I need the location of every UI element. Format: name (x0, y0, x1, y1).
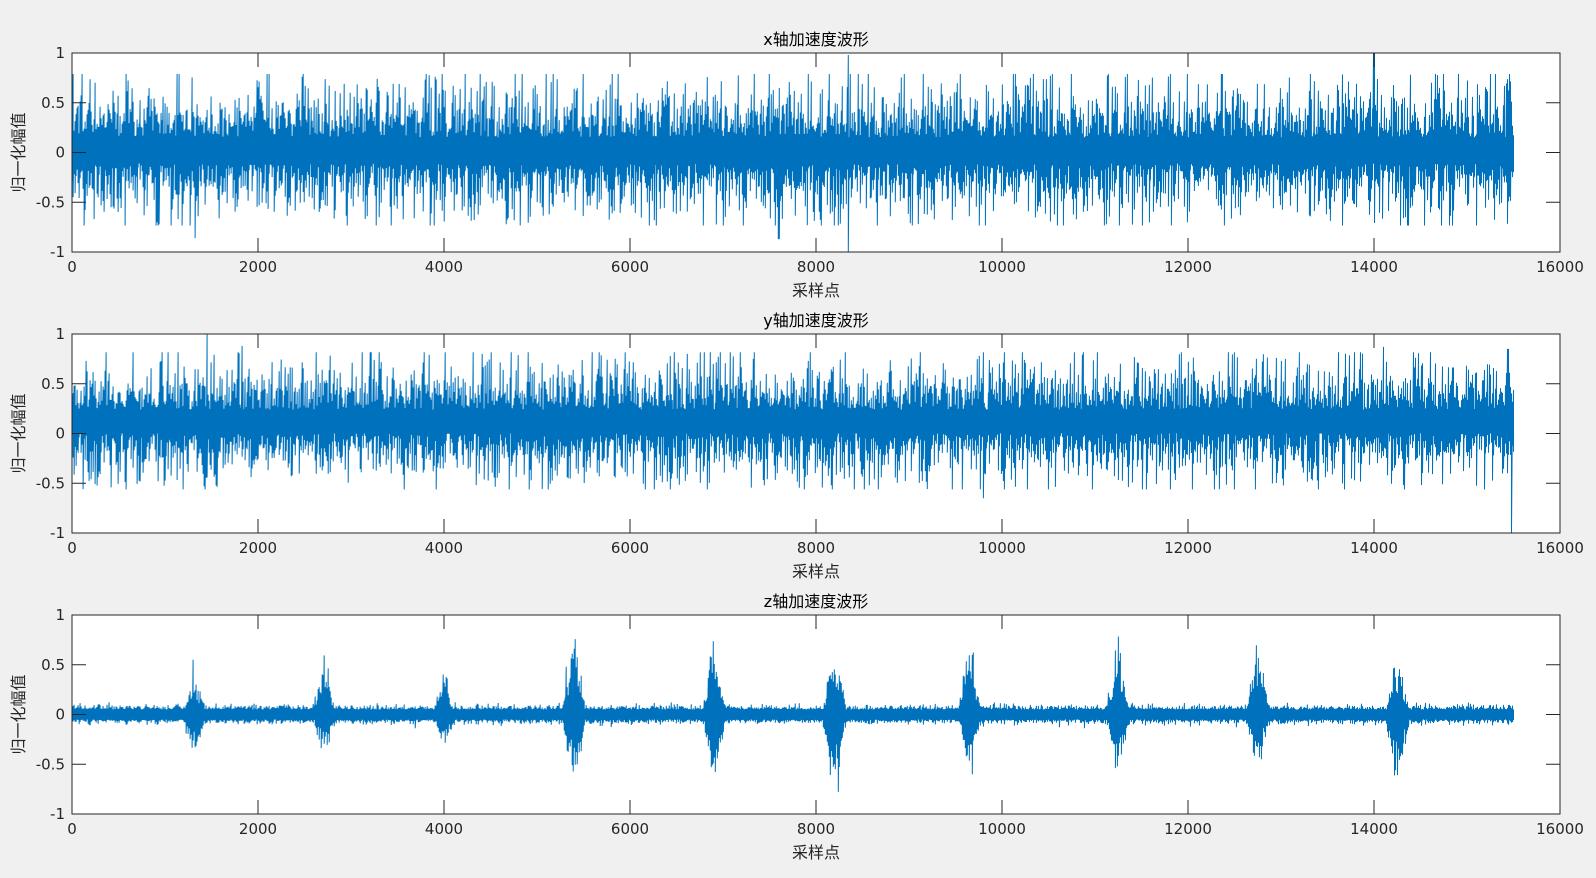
x-tick-label: 4000 (425, 258, 463, 276)
x-tick-label: 4000 (425, 820, 463, 838)
y-tick-label: 0.5 (41, 375, 65, 393)
y-tick-label: -1 (50, 524, 65, 542)
subplot-1: 0 2000 4000 6000 8000 10000 12000 14000 16000 -1 -… (9, 30, 1584, 300)
series-line (71, 636, 1514, 792)
y-tick-label: -0.5 (36, 474, 65, 492)
x-tick-label: 2000 (239, 539, 277, 557)
series-line (71, 333, 1514, 534)
x-tick-label: 0 (67, 258, 77, 276)
x-tick-label: 6000 (611, 258, 649, 276)
x-tick-label: 14000 (1350, 820, 1398, 838)
subplot-2: 0 2000 4000 6000 8000 10000 12000 14000 16000 -1 -… (9, 311, 1584, 581)
x-tick-label: 10000 (978, 258, 1026, 276)
x-tick-label: 8000 (797, 820, 835, 838)
x-tick-label: 16000 (1536, 539, 1584, 557)
chart-title: x轴加速度波形 (763, 30, 868, 49)
x-tick-label: 10000 (978, 820, 1026, 838)
x-tick-label: 0 (67, 820, 77, 838)
y-tick-label: 0 (55, 144, 65, 162)
y-tick-label: 0.5 (41, 656, 65, 674)
x-tick-label: 12000 (1164, 258, 1212, 276)
y-tick-label: 1 (55, 606, 65, 624)
y-axis-label: 归一化幅值 (9, 674, 28, 754)
x-tick-label: 2000 (239, 258, 277, 276)
x-tick-label: 2000 (239, 820, 277, 838)
x-tick-label: 12000 (1164, 820, 1212, 838)
y-tick-label: 0 (55, 706, 65, 724)
x-tick-label: 4000 (425, 539, 463, 557)
y-tick-label: 0 (55, 425, 65, 443)
y-tick-label: 0.5 (41, 94, 65, 112)
y-tick-label: -0.5 (36, 755, 65, 773)
y-tick-label: 1 (55, 325, 65, 343)
x-tick-label: 6000 (611, 820, 649, 838)
y-tick-label: -0.5 (36, 193, 65, 211)
chart-title: z轴加速度波形 (764, 592, 868, 611)
x-tick-label: 8000 (797, 539, 835, 557)
x-tick-label: 12000 (1164, 539, 1212, 557)
x-tick-label: 0 (67, 539, 77, 557)
y-tick-label: -1 (50, 243, 65, 261)
x-axis-label: 采样点 (792, 843, 840, 862)
y-tick-label: 1 (55, 44, 65, 62)
x-tick-label: 10000 (978, 539, 1026, 557)
x-tick-label: 6000 (611, 539, 649, 557)
y-axis-label: 归一化幅值 (9, 393, 28, 473)
x-tick-label: 16000 (1536, 820, 1584, 838)
subplot-3: 0 2000 4000 6000 8000 10000 12000 14000 16000 -1 -… (9, 592, 1584, 862)
chart-title: y轴加速度波形 (763, 311, 868, 330)
x-axis-label: 采样点 (792, 562, 840, 581)
x-tick-label: 8000 (797, 258, 835, 276)
x-axis-label: 采样点 (792, 281, 840, 300)
y-axis-label: 归一化幅值 (9, 112, 28, 192)
x-tick-label: 14000 (1350, 539, 1398, 557)
series-line (71, 52, 1514, 253)
y-tick-label: -1 (50, 805, 65, 823)
x-tick-label: 14000 (1350, 258, 1398, 276)
x-tick-label: 16000 (1536, 258, 1584, 276)
